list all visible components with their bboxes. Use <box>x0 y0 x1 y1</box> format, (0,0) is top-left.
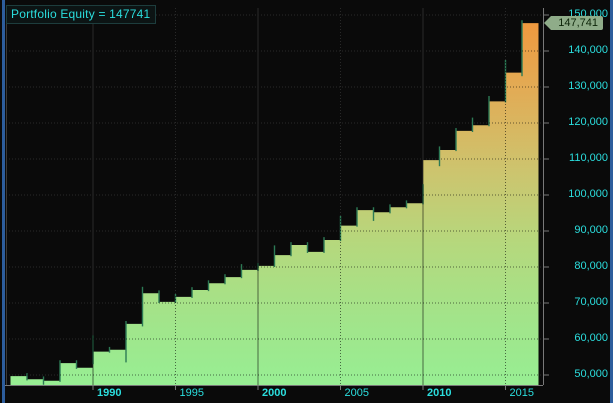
tag-arrow-icon <box>544 16 551 31</box>
axis-frame <box>3 8 549 390</box>
last-value-tag: 147,741 <box>544 16 603 31</box>
window-border-right <box>610 0 613 403</box>
equity-area <box>10 23 539 385</box>
window-border-left <box>2 0 5 403</box>
chart-title-label: Portfolio Equity = 147741 <box>6 5 157 24</box>
gridlines-over <box>6 8 543 385</box>
last-value-text: 147,741 <box>551 16 603 31</box>
